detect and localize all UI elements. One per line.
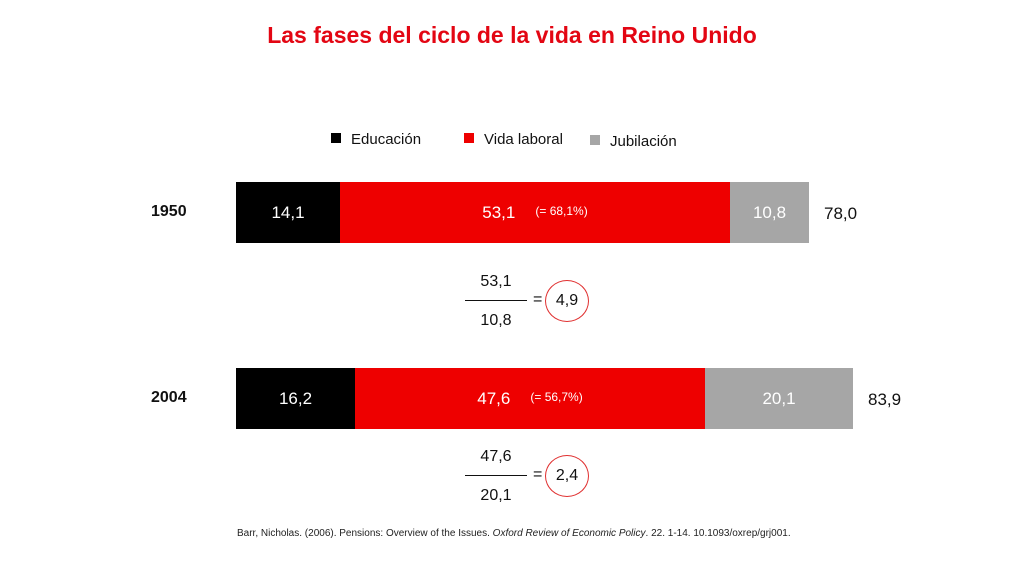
ratio-result-2004: 2,4 [545,455,589,497]
legend-swatch-educacion [331,133,341,143]
chart-title: Las fases del ciclo de la vida en Reino … [267,22,757,48]
legend-swatch-jubilacion [590,135,600,145]
data-label-educacion-2004: 16,2 [278,388,313,408]
data-label-educacion-1950: 14,1 [271,202,305,222]
data-label-jubilacion-2004: 20,1 [762,388,796,408]
equals-sign-1950: = [533,291,543,308]
total-label-1950: 78,0 [824,204,858,223]
ratio-denominator: 10,8 [480,312,512,329]
data-label-vida-laboral-1950: 53,1 [482,202,516,222]
legend-item-jubilacion: Jubilación [590,133,677,150]
bar-segment-jubilacion-2004: 20,1 [705,368,853,429]
share-annotation-2004: (= 56,7%) [530,389,583,404]
ratio-denominator: 20,1 [480,487,512,504]
category-label-2004: 2004 [151,389,187,406]
ratio-fraction-1950: 53,1 10,8 [465,270,527,333]
equals-sign-2004: = [533,466,543,483]
legend-item-educacion: Educación [331,131,421,148]
legend-item-vida-laboral: Vida laboral [464,131,563,148]
share-annotation-1950: (= 68,1%) [535,203,588,218]
data-label-jubilacion-1950: 10,8 [752,202,787,222]
bar-segment-educacion-1950: 14,1 [236,182,340,243]
bar-segment-jubilacion-1950: 10,8 [730,182,809,243]
ratio-result-1950: 4,9 [545,280,589,322]
source-citation: Barr, Nicholas. (2006). Pensions: Overvi… [237,528,791,539]
fraction-bar [465,300,527,301]
fraction-bar [465,475,527,476]
source-text-end: . 22. 1-14. 10.1093/oxrep/grj001. [645,528,791,539]
category-label-1950: 1950 [151,203,187,220]
legend-label-educacion: Educación [351,131,422,148]
bar-segment-educacion-2004: 16,2 [236,368,355,429]
ratio-numerator: 47,6 [480,448,512,465]
bar-segment-vida-laboral-1950: 53,1 (= 68,1%) [340,182,730,243]
legend-swatch-vida-laboral [464,133,474,143]
legend-label-jubilacion: Jubilación [610,133,677,150]
source-journal: Oxford Review of Economic Policy [492,528,646,539]
ratio-numerator: 53,1 [480,273,512,290]
total-label-2004: 83,9 [868,390,902,409]
source-text: Barr, Nicholas. (2006). Pensions: Overvi… [237,528,493,539]
ratio-fraction-2004: 47,6 20,1 [465,445,527,508]
data-label-vida-laboral-2004: 47,6 [477,388,511,408]
bar-segment-vida-laboral-2004: 47,6 (= 56,7%) [355,368,705,429]
legend-label-vida-laboral: Vida laboral [484,131,563,148]
